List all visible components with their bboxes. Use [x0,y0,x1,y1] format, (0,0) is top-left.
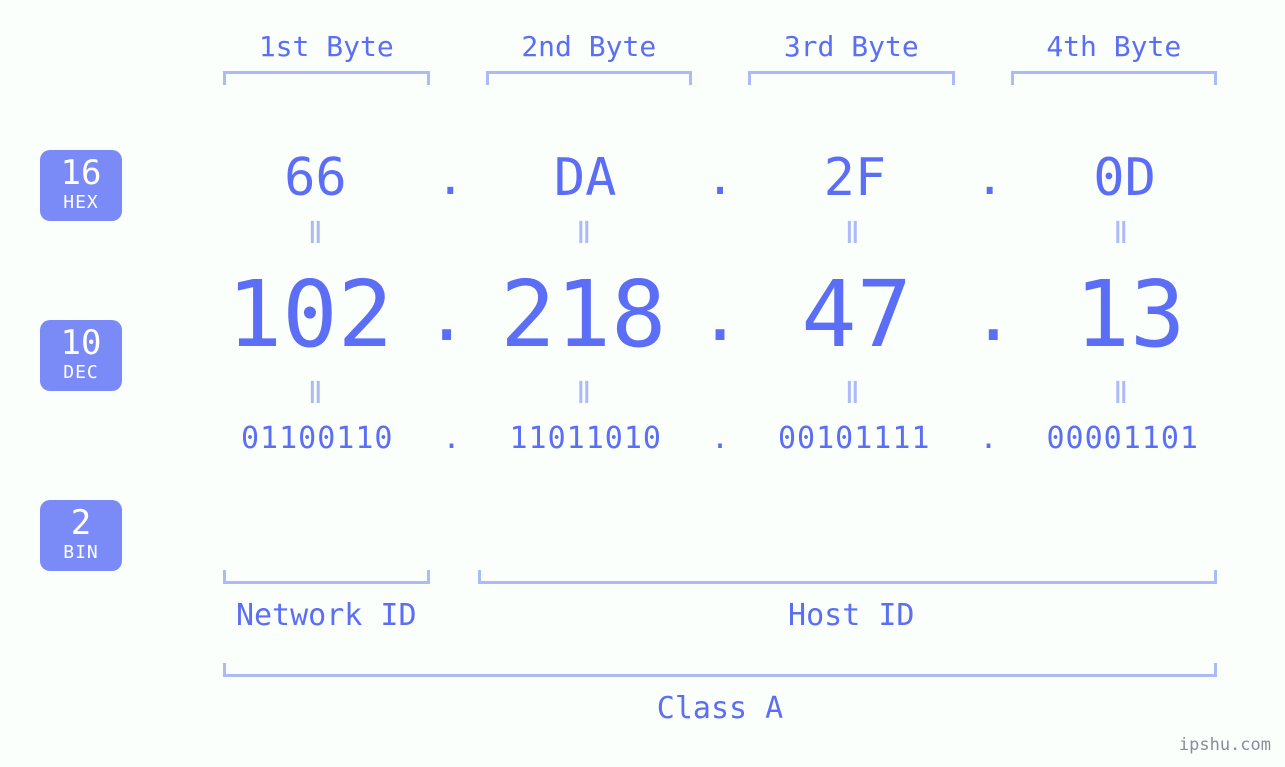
row-dec: 102 . 218 . 47 . 13 [195,261,1245,368]
badge-number: 16 [40,156,122,190]
bin-byte-1: 01100110 [195,421,440,456]
network-host-row: Network ID Host ID [195,570,1245,633]
badge-bin: 2 BIN [40,500,122,571]
dot-icon: . [977,421,1001,456]
bracket-up-icon [223,570,430,584]
dot-icon: . [708,421,732,456]
hex-byte-2: DA [465,148,706,208]
equals-icon: ǁ [195,376,440,411]
dot-icon: . [698,273,741,357]
badge-text: BIN [40,542,122,563]
dec-byte-4: 13 [1015,261,1245,368]
dot-icon: . [436,150,465,206]
badge-text: HEX [40,192,122,213]
host-id-label: Host ID [458,598,1246,633]
row-hex: 66 . DA . 2F . 0D [195,148,1245,208]
bracket-up-icon [478,570,1218,584]
byte-header-4: 4th Byte [983,30,1246,85]
class-row: Class A [195,663,1245,726]
dec-byte-1: 102 [195,261,425,368]
equals-icon: ǁ [195,216,440,251]
bottom-section: Network ID Host ID Class A [195,570,1245,726]
equals-icon: ǁ [1001,376,1246,411]
badge-hex: 16 HEX [40,150,122,221]
byte-header-2: 2nd Byte [458,30,721,85]
hex-byte-3: 2F [734,148,975,208]
host-id-bracket: Host ID [458,570,1246,633]
bracket-down-icon [1011,71,1218,85]
row-equals: ǁ . ǁ . ǁ . ǁ [195,376,1245,411]
bin-byte-3: 00101111 [732,421,977,456]
dot-icon: . [706,150,735,206]
dec-byte-3: 47 [742,261,972,368]
watermark: ipshu.com [1179,735,1271,755]
byte-label: 1st Byte [195,30,458,63]
bracket-down-icon [748,71,955,85]
byte-header-3: 3rd Byte [720,30,983,85]
bracket-down-icon [486,71,693,85]
hex-byte-1: 66 [195,148,436,208]
badge-number: 10 [40,326,122,360]
network-id-label: Network ID [195,598,458,633]
value-rows: 66 . DA . 2F . 0D ǁ . ǁ . ǁ . ǁ 102 . 21… [195,148,1245,456]
byte-headers-row: 1st Byte 2nd Byte 3rd Byte 4th Byte [195,30,1245,85]
badge-dec: 10 DEC [40,320,122,391]
byte-header-1: 1st Byte [195,30,458,85]
equals-icon: ǁ [732,216,977,251]
network-id-bracket: Network ID [195,570,458,633]
byte-label: 3rd Byte [720,30,983,63]
equals-icon: ǁ [464,376,709,411]
bin-byte-2: 11011010 [464,421,709,456]
bin-byte-4: 00001101 [1001,421,1246,456]
row-bin: 01100110 . 11011010 . 00101111 . 0000110… [195,421,1245,456]
dot-icon: . [425,273,468,357]
badge-number: 2 [40,506,122,540]
row-equals: ǁ . ǁ . ǁ . ǁ [195,216,1245,251]
hex-byte-4: 0D [1004,148,1245,208]
byte-label: 2nd Byte [458,30,721,63]
dot-icon: . [975,150,1004,206]
equals-icon: ǁ [732,376,977,411]
bracket-up-icon [223,663,1217,677]
equals-icon: ǁ [464,216,709,251]
dec-byte-2: 218 [468,261,698,368]
bracket-down-icon [223,71,430,85]
byte-label: 4th Byte [983,30,1246,63]
dot-icon: . [440,421,464,456]
ip-address-diagram: 1st Byte 2nd Byte 3rd Byte 4th Byte 16 H… [40,30,1245,747]
class-label: Class A [195,691,1245,726]
dot-icon: . [972,273,1015,357]
equals-icon: ǁ [1001,216,1246,251]
badge-text: DEC [40,362,122,383]
